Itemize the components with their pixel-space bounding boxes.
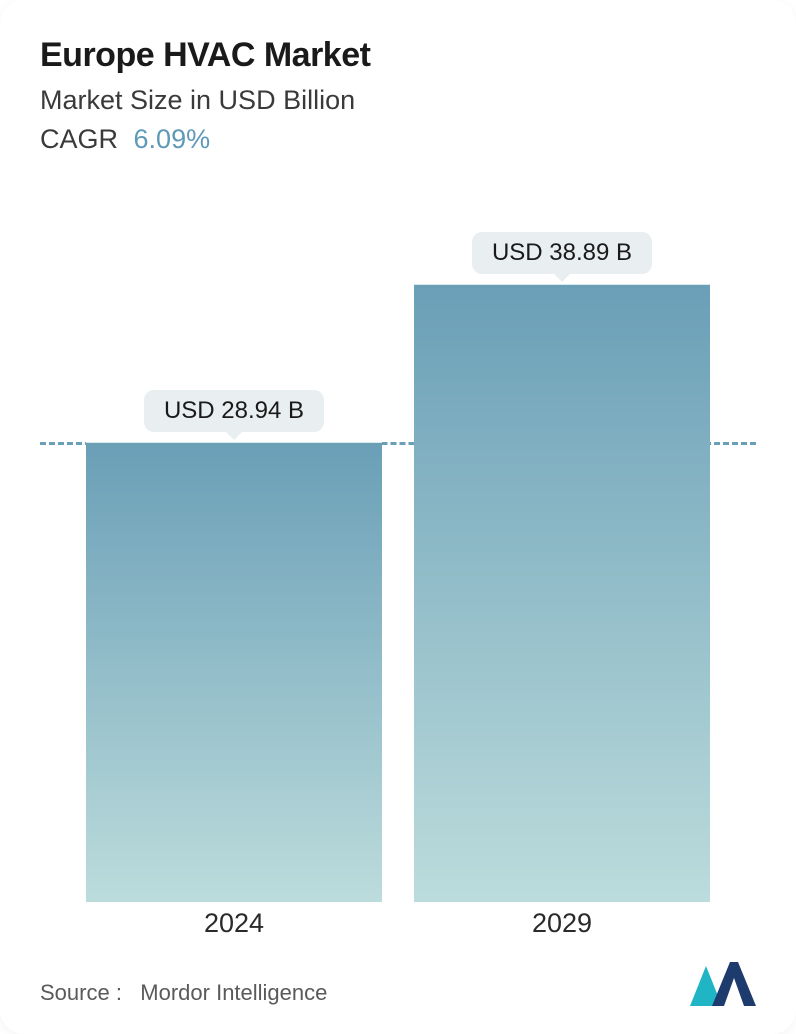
cagr-value: 6.09% (134, 124, 211, 154)
value-pill-1: USD 38.89 B (472, 232, 652, 274)
chart-title: Europe HVAC Market (40, 36, 756, 75)
chart-card: Europe HVAC Market Market Size in USD Bi… (0, 0, 796, 1034)
source-line: Source : Mordor Intelligence (40, 980, 327, 1006)
plot-region: USD 28.94 B USD 38.89 B (40, 235, 756, 902)
value-pill-0-text: USD 28.94 B (164, 397, 304, 424)
bar-1 (414, 284, 709, 902)
source-label: Source : (40, 980, 122, 1005)
x-label-1: 2029 (414, 908, 709, 939)
header: Europe HVAC Market Market Size in USD Bi… (40, 36, 756, 155)
chart-subtitle: Market Size in USD Billion (40, 85, 756, 116)
logo-right-shape (712, 962, 756, 1006)
bars-container: USD 28.94 B USD 38.89 B (40, 235, 756, 902)
cagr-row: CAGR 6.09% (40, 124, 756, 155)
bar-column-0: USD 28.94 B (86, 235, 381, 902)
source-value: Mordor Intelligence (140, 980, 327, 1005)
bar-0 (86, 442, 381, 902)
x-label-0: 2024 (86, 908, 381, 939)
footer: Source : Mordor Intelligence (40, 962, 756, 1006)
x-axis-labels: 2024 2029 (40, 908, 756, 954)
value-pill-0: USD 28.94 B (144, 390, 324, 432)
chart-area: USD 28.94 B USD 38.89 B 2024 2029 (40, 195, 756, 954)
value-pill-1-text: USD 38.89 B (492, 239, 632, 266)
bar-column-1: USD 38.89 B (414, 235, 709, 902)
brand-logo-icon (690, 962, 756, 1006)
cagr-label: CAGR (40, 124, 118, 154)
